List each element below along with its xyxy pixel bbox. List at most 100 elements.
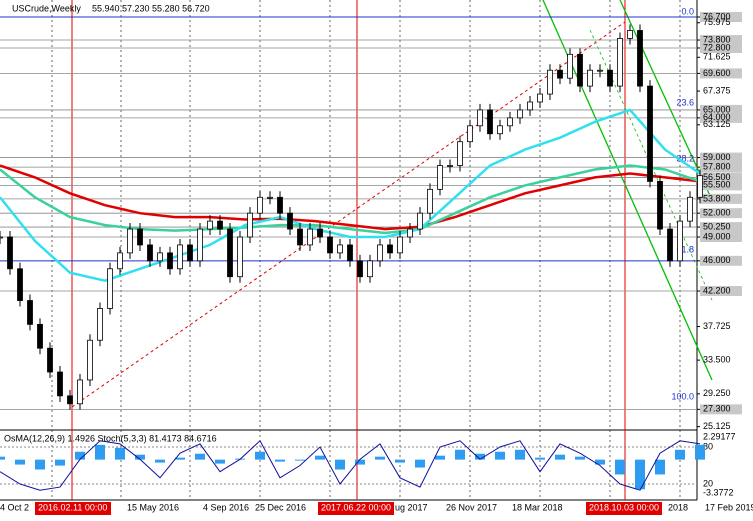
osma-bar (95, 444, 105, 460)
candle (487, 109, 493, 135)
moving-average (0, 164, 701, 235)
ohlc: 55.940 57.230 55.280 56.720 (92, 3, 210, 13)
price-label-box (700, 11, 742, 22)
osma-bar (455, 449, 465, 460)
price-label-box (700, 193, 742, 204)
candle (267, 196, 273, 199)
time-highlight (586, 502, 662, 515)
price-label-box (700, 152, 742, 163)
osma-bar (595, 459, 605, 465)
candle (647, 85, 653, 182)
price-label: 53.800 (703, 193, 731, 203)
osma-bar (515, 449, 525, 460)
time-highlight (318, 502, 394, 515)
time-label: 26 Nov 2017 (446, 502, 497, 512)
price-label-box (700, 35, 742, 46)
osma-bar (435, 455, 445, 460)
osma-bar (575, 456, 585, 460)
price-label: 67.375 (703, 85, 731, 95)
price-label: 46.000 (703, 255, 731, 265)
candle (677, 220, 683, 262)
time-label: 15 May 2016 (127, 502, 179, 512)
candle (407, 228, 413, 238)
price-label: 73.800 (703, 34, 731, 44)
osma-bar (675, 449, 685, 460)
candle (257, 196, 263, 214)
osma-bar (215, 459, 225, 464)
candle (377, 244, 383, 262)
osma-bar (395, 459, 405, 463)
candle (607, 69, 613, 87)
candle (517, 109, 523, 119)
price-label: 75.975 (703, 17, 731, 27)
candle (357, 260, 363, 278)
candle (107, 268, 113, 309)
price-label: 72.800 (703, 42, 731, 52)
price-label-box (700, 222, 742, 233)
candle (277, 196, 283, 214)
osma-bar (175, 457, 185, 460)
price-label-box (700, 404, 742, 415)
candle (137, 228, 143, 246)
time-highlight (35, 502, 111, 515)
price-label: 55.500 (703, 180, 731, 190)
price-label-box (700, 255, 742, 266)
time-label: 25 Dec 2016 (255, 502, 306, 512)
price-label-box (700, 208, 742, 219)
candle (187, 244, 193, 262)
candle (527, 101, 533, 111)
osma-bar (255, 451, 265, 460)
candle (547, 69, 553, 95)
fib-label: 100.0 (671, 392, 694, 402)
candle (497, 125, 503, 135)
candle (317, 228, 323, 238)
price-label: 52.000 (703, 208, 731, 218)
candle (37, 323, 43, 349)
osma-tick: -3.3772 (703, 487, 734, 497)
candle (417, 212, 423, 230)
candle (247, 212, 253, 238)
candle (697, 175, 703, 198)
price-label: 69.600 (703, 68, 731, 78)
indicator-title: OsMA(12,26,9) 1.4926 Stoch(5,3,3) 81.417… (4, 433, 217, 443)
candle (347, 244, 353, 262)
candle (27, 300, 33, 325)
fib-trendline (71, 21, 626, 408)
candle (577, 53, 583, 87)
price-label: 59.000 (703, 152, 731, 162)
price-label: 29.250 (703, 388, 731, 398)
candle (117, 252, 123, 270)
fib-label: 0.0 (681, 6, 694, 16)
price-label: 50.250 (703, 221, 731, 231)
price-label: 64.000 (703, 112, 731, 122)
candle (287, 212, 293, 230)
candle (457, 141, 463, 166)
time-label: 2016.02.11 00:00 (38, 502, 107, 512)
price-label: 65.000 (703, 104, 731, 114)
candle (557, 69, 563, 79)
candle (397, 236, 403, 254)
osma-bar (55, 459, 65, 466)
osma-bar (275, 459, 285, 462)
time-label: 4 Sep 2016 (203, 502, 249, 512)
price-label-box (700, 180, 742, 191)
candle (0, 236, 3, 239)
candle (437, 165, 443, 190)
price-label-box (700, 104, 742, 115)
candle (227, 228, 233, 278)
candle (687, 196, 693, 222)
candle (7, 236, 13, 270)
stoch-tick: 80 (703, 441, 713, 451)
candle (147, 244, 153, 262)
candle (157, 252, 163, 262)
candle (567, 53, 573, 79)
osma-bar (375, 456, 385, 460)
price-label-box (700, 232, 742, 243)
price-label: 63.125 (703, 119, 731, 129)
candle (367, 260, 373, 278)
candle (167, 252, 173, 270)
candle (17, 268, 23, 301)
candle (387, 244, 393, 254)
candle (597, 69, 603, 72)
